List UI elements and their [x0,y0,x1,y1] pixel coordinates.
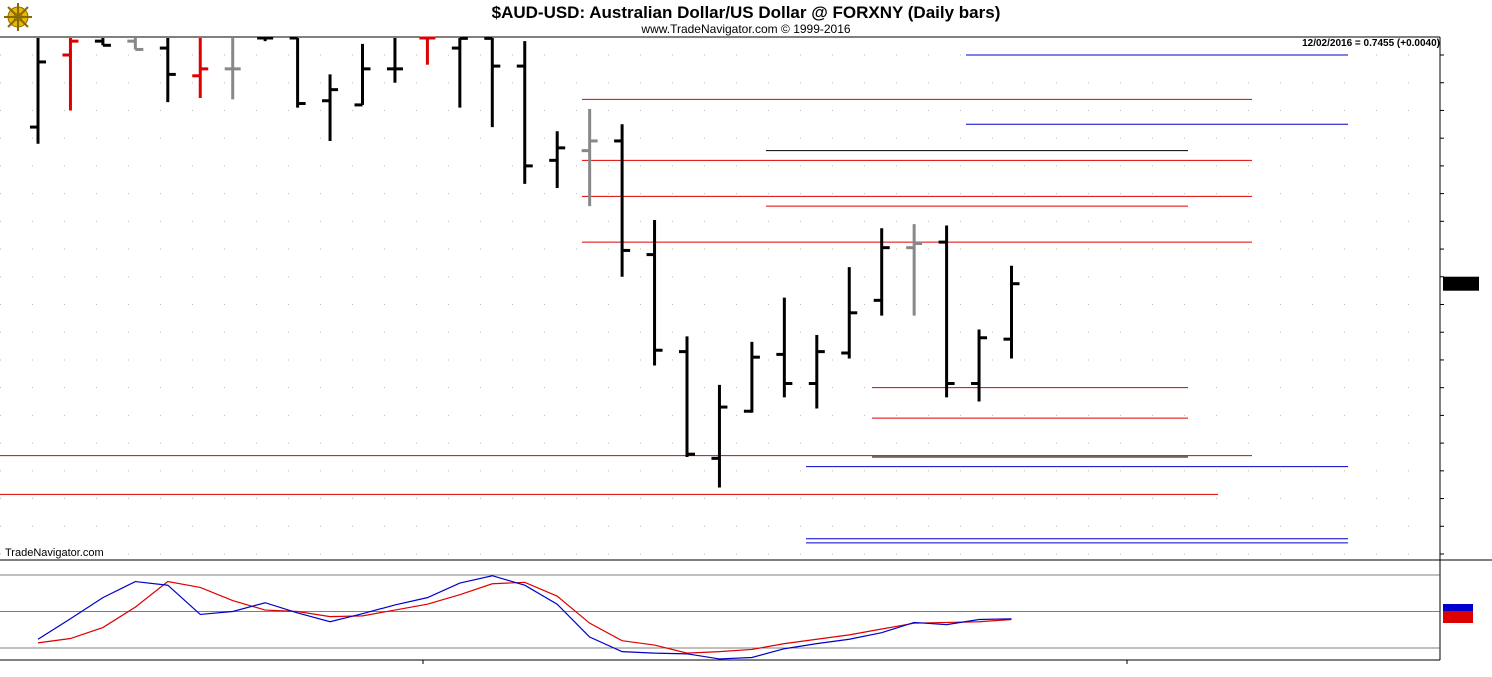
stoch-line-k [37,575,1012,660]
price-axis [1440,54,1479,555]
price-bars [30,36,1020,488]
last-price-box [1443,276,1479,291]
chart-subtitle: www.TradeNavigator.com © 1999-2016 [640,22,850,36]
time-axis [422,660,1128,664]
stochastic-panel [0,574,1473,660]
support-resistance-levels [0,54,1348,544]
stoch-line-d [37,580,1012,654]
quote-readout: 12/02/2016 = 0.7455 (+0.0040) [1302,38,1440,49]
ship-wheel-icon [4,3,32,31]
stoch-k-value-box [1443,604,1473,614]
watermark: TradeNavigator.com [5,547,104,559]
stoch-d-value-box [1443,611,1473,623]
chart-title: $AUD-USD: Australian Dollar/US Dollar @ … [492,3,1001,22]
